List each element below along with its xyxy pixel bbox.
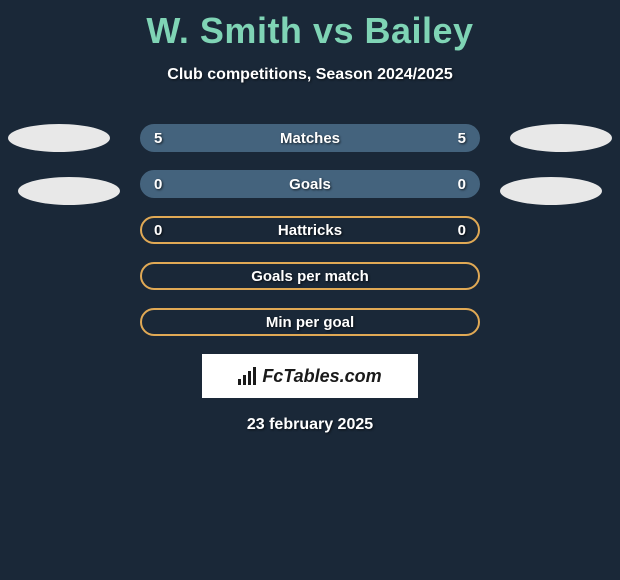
vs-text: vs [313, 10, 354, 51]
stat-value-left: 0 [154, 176, 162, 193]
player2-badge-placeholder-1 [510, 124, 612, 152]
stat-row: 0 Goals 0 [140, 170, 480, 198]
stats-area: 5 Matches 5 0 Goals 0 0 Hattricks 0 Goals per mat… [0, 124, 620, 336]
date-label: 23 february 2025 [0, 416, 620, 434]
player1-badge-placeholder-2 [18, 177, 120, 205]
player1-badge-placeholder-1 [8, 124, 110, 152]
player1-name: W. Smith [146, 10, 302, 51]
player2-badge-placeholder-2 [500, 177, 602, 205]
stat-value-right: 0 [458, 176, 466, 193]
stat-row: 5 Matches 5 [140, 124, 480, 152]
subtitle: Club competitions, Season 2024/2025 [0, 66, 620, 84]
stat-row: 0 Hattricks 0 [140, 216, 480, 244]
page-title: W. Smith vs Bailey [0, 0, 620, 52]
stat-value-left: 5 [154, 130, 162, 147]
stat-label: Goals [289, 176, 331, 193]
logo-bars-icon [238, 367, 256, 385]
stat-row: Goals per match [140, 262, 480, 290]
stat-value-right: 5 [458, 130, 466, 147]
logo-text: FcTables.com [262, 366, 381, 387]
player2-name: Bailey [365, 10, 474, 51]
stat-value-right: 0 [458, 222, 466, 239]
stat-row: Min per goal [140, 308, 480, 336]
source-logo: FcTables.com [202, 354, 418, 398]
stat-label: Matches [280, 130, 340, 147]
stat-label: Goals per match [251, 268, 369, 285]
logo-content: FcTables.com [238, 366, 381, 387]
stat-value-left: 0 [154, 222, 162, 239]
stat-label: Hattricks [278, 222, 342, 239]
stat-label: Min per goal [266, 314, 354, 331]
